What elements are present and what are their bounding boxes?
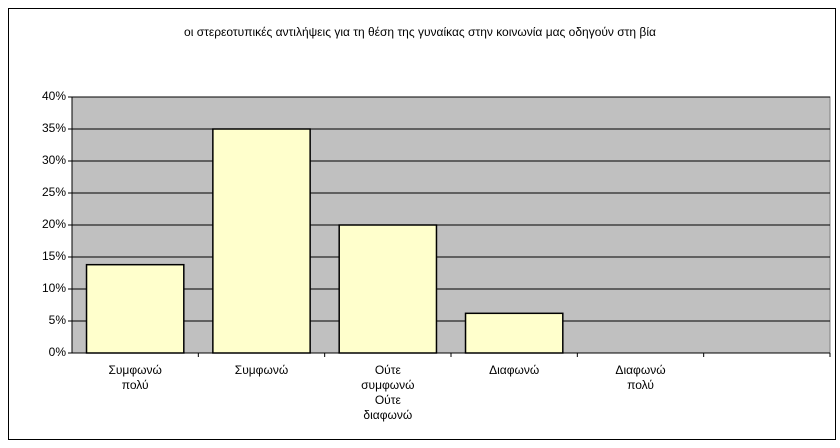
x-tick-label: Συμφωνώ πολύ (108, 363, 162, 392)
bar (212, 128, 311, 354)
y-tick-label: 30% (42, 153, 66, 167)
y-tick-label: 35% (42, 121, 66, 135)
y-tick-label: 0% (49, 345, 67, 359)
y-tick-label: 10% (42, 281, 66, 295)
x-tick-label: Διαφωνώ (489, 363, 540, 377)
y-tick-label: 5% (49, 313, 67, 327)
x-tick-label: Συμφωνώ (234, 363, 289, 377)
chart-title: οι στερεοτυπικές αντιλήψεις για τη θέση … (184, 25, 656, 39)
y-tick-label: 25% (42, 185, 66, 199)
bar (464, 312, 564, 354)
y-tick-label: 15% (42, 249, 66, 263)
bar (85, 263, 185, 354)
bar (338, 224, 438, 354)
x-tick-label: Διαφωνώ πολύ (615, 363, 666, 392)
y-tick-label: 40% (42, 89, 66, 103)
y-tick-label: 20% (42, 217, 66, 231)
x-tick-label: Ούτε συμφωνώ Ούτε διαφωνώ (361, 363, 415, 422)
